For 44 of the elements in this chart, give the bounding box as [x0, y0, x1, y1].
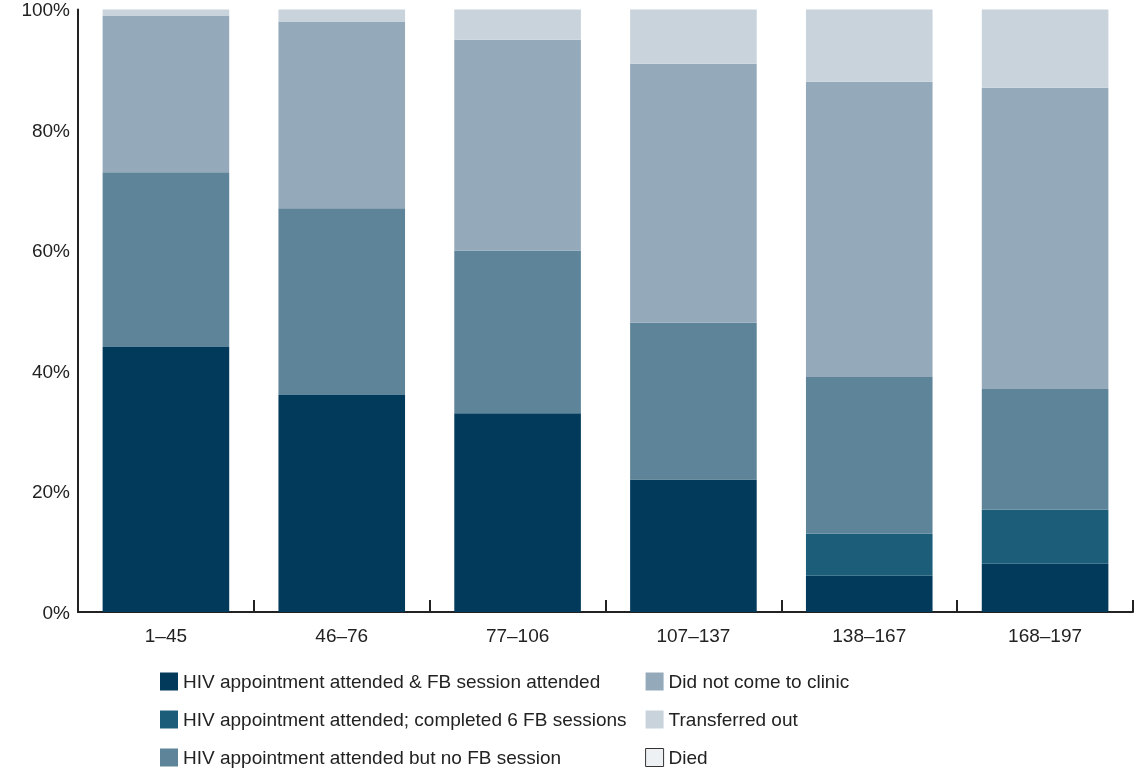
legend-label: HIV appointment attended & FB session attended	[183, 671, 601, 692]
y-tick-label: 60%	[31, 240, 71, 261]
bar	[981, 389, 1109, 510]
legend-label: HIV appointment attended but no FB session	[183, 747, 562, 768]
x-tick-label: 107–137	[656, 625, 731, 646]
bar	[630, 479, 757, 612]
x-tick-label: 1–45	[144, 625, 188, 646]
bar	[981, 87, 1109, 390]
bar	[278, 9, 406, 22]
y-tick-label: 20%	[31, 481, 71, 502]
bar	[981, 563, 1109, 612]
bar	[102, 15, 230, 173]
y-tick-label: 80%	[31, 119, 71, 141]
bar	[805, 81, 933, 378]
bar	[278, 208, 406, 396]
bar	[102, 9, 230, 16]
x-tick-label: 138–167	[832, 625, 907, 646]
bar	[981, 509, 1109, 564]
legend-label: Did not come to clinic	[668, 671, 850, 692]
bar	[630, 9, 757, 64]
x-tick-label: 77–106	[485, 625, 550, 646]
bar	[805, 377, 933, 534]
y-tick-label: 0%	[42, 601, 71, 623]
bar	[630, 63, 757, 323]
legend-label: Transferred out	[668, 709, 799, 730]
bar	[102, 346, 230, 612]
bar	[805, 533, 933, 576]
bar	[278, 395, 406, 612]
bar	[630, 322, 757, 480]
bar	[454, 9, 581, 40]
bar	[454, 250, 581, 414]
x-tick-label: 168–197	[1008, 625, 1083, 646]
y-tick-label: 100%	[21, 0, 71, 20]
legend-label: Died	[668, 747, 708, 768]
bar	[278, 21, 406, 209]
legend-label: HIV appointment attended; completed 6 FB sessions	[183, 709, 627, 730]
y-tick-label: 40%	[31, 360, 71, 382]
bar	[454, 413, 581, 612]
x-tick-label: 46–76	[315, 625, 369, 646]
bar	[981, 9, 1109, 88]
bar	[805, 9, 933, 82]
bar	[805, 575, 933, 612]
bar	[454, 39, 581, 251]
bar	[102, 172, 230, 347]
